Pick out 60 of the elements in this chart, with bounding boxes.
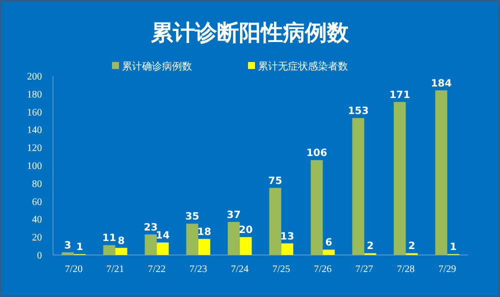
bar [62, 252, 74, 255]
data-label: 1 [450, 242, 457, 254]
y-tick-label: 80 [32, 178, 42, 190]
bar [156, 242, 169, 255]
data-label: 3 [64, 240, 72, 252]
data-label: 37 [226, 210, 241, 221]
x-tick-label: 7/29 [438, 264, 456, 275]
data-label: 184 [430, 78, 452, 90]
x-tick-label: 7/26 [314, 264, 332, 275]
y-tick-label: 200 [27, 72, 42, 82]
data-label: 6 [325, 238, 332, 249]
data-label: 18 [197, 226, 212, 238]
bar [281, 243, 294, 255]
data-label: 75 [268, 176, 282, 187]
legend-label: 累计无症状感染者数 [258, 60, 348, 72]
bar [352, 118, 364, 255]
bar [310, 160, 323, 255]
data-label: 20 [238, 225, 253, 236]
data-label: 14 [156, 230, 170, 242]
y-tick-label: 60 [32, 196, 42, 208]
data-label: 1 [76, 242, 84, 254]
bar [269, 188, 282, 255]
bar [240, 237, 252, 255]
bar [103, 245, 116, 255]
bar [186, 224, 198, 255]
chart-title: 累计诊断阳性病例数 [150, 21, 350, 46]
x-tick-label: 7/27 [355, 264, 374, 275]
bar [394, 102, 406, 255]
data-label: 171 [389, 90, 410, 101]
y-tick-label: 160 [27, 107, 42, 118]
data-label: 2 [366, 241, 374, 252]
y-tick-label: 100 [27, 161, 42, 172]
x-tick-label: 7/22 [148, 264, 166, 275]
y-tick-label: 20 [32, 232, 42, 244]
y-tick-label: 140 [27, 125, 42, 136]
bar [144, 234, 157, 255]
data-label: 35 [185, 212, 200, 223]
y-tick-label: 180 [27, 89, 42, 100]
data-label: 23 [144, 222, 158, 234]
data-label: 106 [306, 148, 328, 160]
y-tick-label: 0 [37, 250, 42, 262]
data-label: 13 [280, 231, 294, 242]
data-label: 8 [118, 236, 125, 247]
data-label: 153 [348, 106, 369, 118]
x-tick-label: 7/28 [396, 264, 415, 275]
bar [435, 90, 448, 255]
bar [228, 222, 240, 255]
bar [115, 248, 128, 255]
x-tick-label: 7/21 [106, 264, 124, 275]
bar [198, 238, 210, 255]
x-tick-label: 7/24 [230, 264, 249, 275]
x-tick-label: 7/20 [64, 264, 83, 275]
data-label: 2 [408, 241, 416, 252]
y-tick-label: 120 [27, 143, 42, 154]
bar [322, 250, 335, 255]
legend-label: 累计确诊病例数 [122, 60, 192, 72]
x-tick-label: 7/23 [189, 264, 208, 275]
data-label: 11 [102, 233, 116, 244]
x-tick-label: 7/25 [272, 264, 290, 275]
y-tick-label: 40 [32, 214, 42, 226]
